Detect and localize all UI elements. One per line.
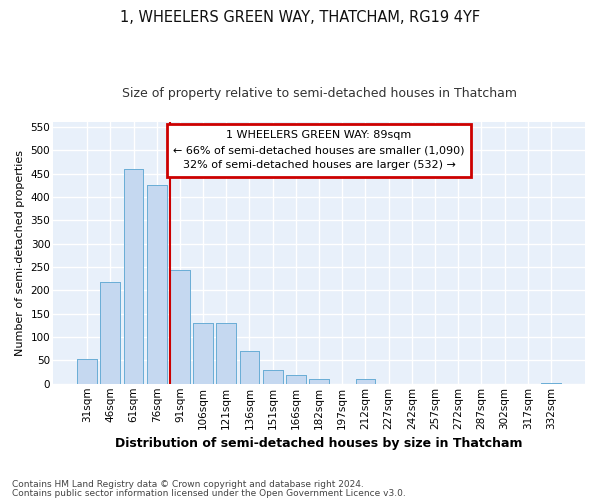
Text: Contains HM Land Registry data © Crown copyright and database right 2024.: Contains HM Land Registry data © Crown c…: [12, 480, 364, 489]
Bar: [356, 379, 375, 384]
Bar: [147, 186, 167, 384]
Text: Contains public sector information licensed under the Open Government Licence v3: Contains public sector information licen…: [12, 488, 406, 498]
Bar: [239, 351, 259, 384]
Bar: [239, 351, 259, 384]
Bar: [309, 379, 329, 384]
Bar: [124, 169, 143, 384]
Bar: [286, 376, 306, 384]
Text: 1, WHEELERS GREEN WAY, THATCHAM, RG19 4YF: 1, WHEELERS GREEN WAY, THATCHAM, RG19 4Y…: [120, 10, 480, 25]
Bar: [263, 370, 283, 384]
Bar: [356, 379, 375, 384]
Bar: [100, 282, 120, 384]
Bar: [541, 383, 561, 384]
Bar: [100, 282, 120, 384]
Bar: [124, 169, 143, 384]
Bar: [193, 323, 213, 384]
Text: 1 WHEELERS GREEN WAY: 89sqm
← 66% of semi-detached houses are smaller (1,090)
32: 1 WHEELERS GREEN WAY: 89sqm ← 66% of sem…: [173, 130, 465, 170]
Bar: [170, 270, 190, 384]
Bar: [309, 379, 329, 384]
Bar: [77, 359, 97, 384]
X-axis label: Distribution of semi-detached houses by size in Thatcham: Distribution of semi-detached houses by …: [115, 437, 523, 450]
Bar: [77, 359, 97, 384]
Title: Size of property relative to semi-detached houses in Thatcham: Size of property relative to semi-detach…: [122, 88, 517, 101]
Bar: [170, 270, 190, 384]
Bar: [217, 323, 236, 384]
Y-axis label: Number of semi-detached properties: Number of semi-detached properties: [15, 150, 25, 356]
Bar: [286, 376, 306, 384]
Bar: [193, 323, 213, 384]
Bar: [147, 186, 167, 384]
Bar: [263, 370, 283, 384]
Bar: [217, 323, 236, 384]
Bar: [541, 383, 561, 384]
